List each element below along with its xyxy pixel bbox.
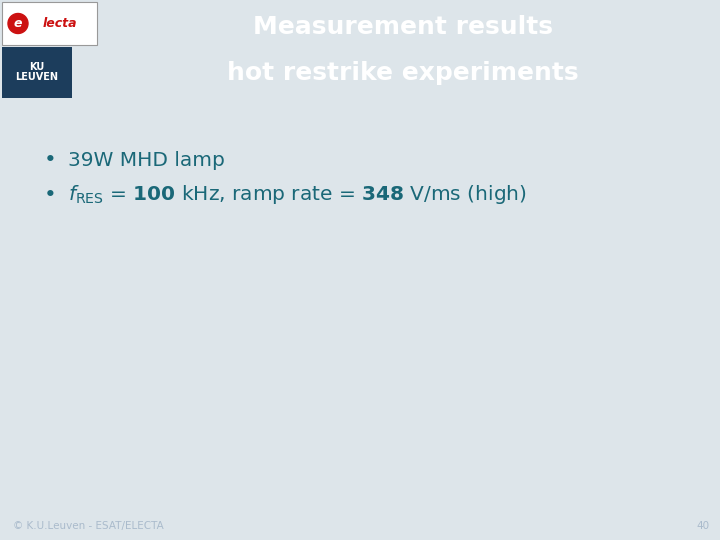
Text: $f_{\mathsf{RES}}$ = $\bf{100}$ kHz, ramp rate = $\bf{348}$ V/ms (high): $f_{\mathsf{RES}}$ = $\bf{100}$ kHz, ram… [68,184,527,206]
Text: •: • [44,150,56,170]
Text: KU
LEUVEN: KU LEUVEN [16,63,58,83]
Text: © K.U.Leuven - ESAT/ELECTA: © K.U.Leuven - ESAT/ELECTA [13,521,163,531]
Text: e: e [14,17,22,30]
Text: Measurement results: Measurement results [253,15,553,39]
Text: hot restrike experiments: hot restrike experiments [228,61,579,85]
Text: lecta: lecta [42,17,77,30]
Text: •: • [44,185,56,205]
Bar [2,2,97,45]
Text: 40: 40 [696,521,709,531]
Text: 39W MHD lamp: 39W MHD lamp [68,151,225,170]
Circle shape [8,14,28,33]
Bar [2,47,72,98]
